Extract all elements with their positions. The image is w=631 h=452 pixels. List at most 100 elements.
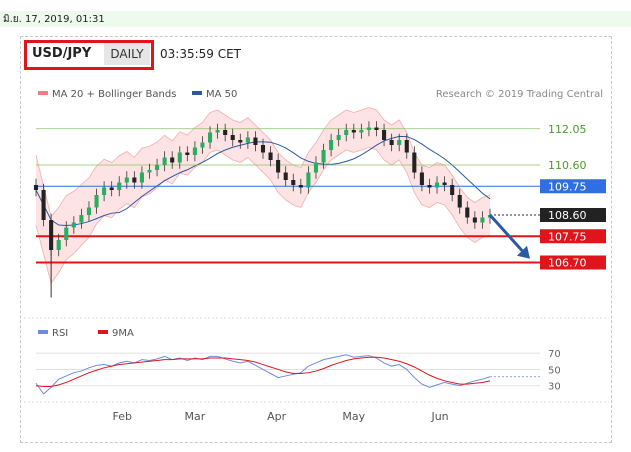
legend-label: MA 50 [206,89,237,100]
candle-body [389,140,394,145]
forecast-arrow [488,213,526,254]
candle-body [223,130,228,135]
candle-body [359,130,364,133]
x-tick-label: Apr [267,410,287,423]
candle-body [268,152,273,160]
candle-body [366,127,371,130]
rsi-level-label: 50 [548,365,561,376]
candle-body [215,130,220,133]
candle-body [313,162,319,173]
candle-body [374,127,379,130]
candle-body [185,152,190,155]
candle-body [245,137,250,143]
chart-frame [20,36,612,443]
candle-body [450,185,455,195]
rsi-legend-swatch [98,330,108,334]
candle-body [397,140,402,145]
candle-body [321,150,326,163]
candle-body [427,185,432,188]
date-bar [0,11,631,27]
candle-body [329,140,334,150]
candle-body [404,140,409,153]
candle-body [298,185,303,188]
datetime-label: มิ.ย. 17, 2019, 01:31 [3,14,105,25]
candle-body [41,190,46,220]
candle-body [472,217,477,223]
rsi-level-label: 70 [548,349,561,360]
candle-body [253,137,258,145]
candle-body [276,160,281,173]
support-label-box [540,229,606,244]
last-price-label: 108.60 [548,209,587,222]
candle-body [457,195,462,208]
legend-swatch [192,91,202,95]
bollinger-band-fill [36,107,490,284]
candle-body [147,170,152,173]
candle-body [162,157,167,165]
rsi-ma-line [35,356,491,388]
candle-body [291,180,296,185]
candle-body [64,227,69,240]
candle-body [79,215,84,223]
candle-body [71,222,76,228]
period-badge[interactable]: DAILY [104,43,150,65]
candle-body [102,187,107,195]
support-label-box [540,255,606,270]
support-label: 106.70 [548,257,587,270]
legend-label: MA 20 + Bollinger Bands [52,89,176,100]
candle-body [177,152,182,163]
candle-body [382,130,387,140]
last-price-box [540,208,606,222]
candle-body [86,207,92,215]
x-tick-label: May [342,410,365,423]
candle-body [260,145,266,153]
resistance-label: 110.60 [548,159,587,172]
candle-body [117,182,122,190]
candle-body [49,220,54,250]
pivot-label: 109.75 [548,180,587,193]
legend-swatch [38,91,48,95]
symbol-label: USD/JPY [32,46,92,61]
candle-body [33,185,39,190]
candle-body [351,130,356,133]
candle-body [56,240,61,250]
rsi-legend-label: RSI [52,328,68,339]
candle-body [442,182,447,185]
candle-body [230,135,235,140]
candle-body [139,172,144,183]
x-tick-label: Jun [430,410,448,423]
candle-body [200,142,205,148]
candle-body [344,130,349,135]
support-label: 107.75 [548,230,587,243]
candle-body [132,177,137,183]
candle-body [465,207,470,218]
rsi-line [35,354,491,395]
rsi-legend-swatch [38,330,48,334]
rsi-level-label: 30 [548,382,561,393]
x-tick-label: Feb [113,410,132,423]
candle-body [155,165,160,170]
candle-body [336,135,341,140]
candle-body [480,217,485,223]
candle-body [124,177,129,183]
candle-body [192,147,197,155]
x-tick-label: Mar [185,410,206,423]
forecast-arrow-head [517,245,530,259]
candle-body [238,140,243,143]
pivot-label-box [540,179,606,194]
candle-body [434,182,440,188]
candle-body [170,157,175,163]
rsi-legend-label: 9MA [112,328,134,339]
resistance-label: 112.05 [548,123,587,136]
candle-body [419,172,424,185]
candle-body [207,132,213,143]
candle-body [109,187,114,190]
candle-body [283,172,288,180]
candle-body [306,172,311,188]
candle-body [94,195,99,208]
source-label: Research © 2019 Trading Central [436,89,603,100]
candle-body [412,152,417,173]
time-label: 03:35:59 CET [160,47,241,61]
bollinger-lower-line [35,147,491,285]
